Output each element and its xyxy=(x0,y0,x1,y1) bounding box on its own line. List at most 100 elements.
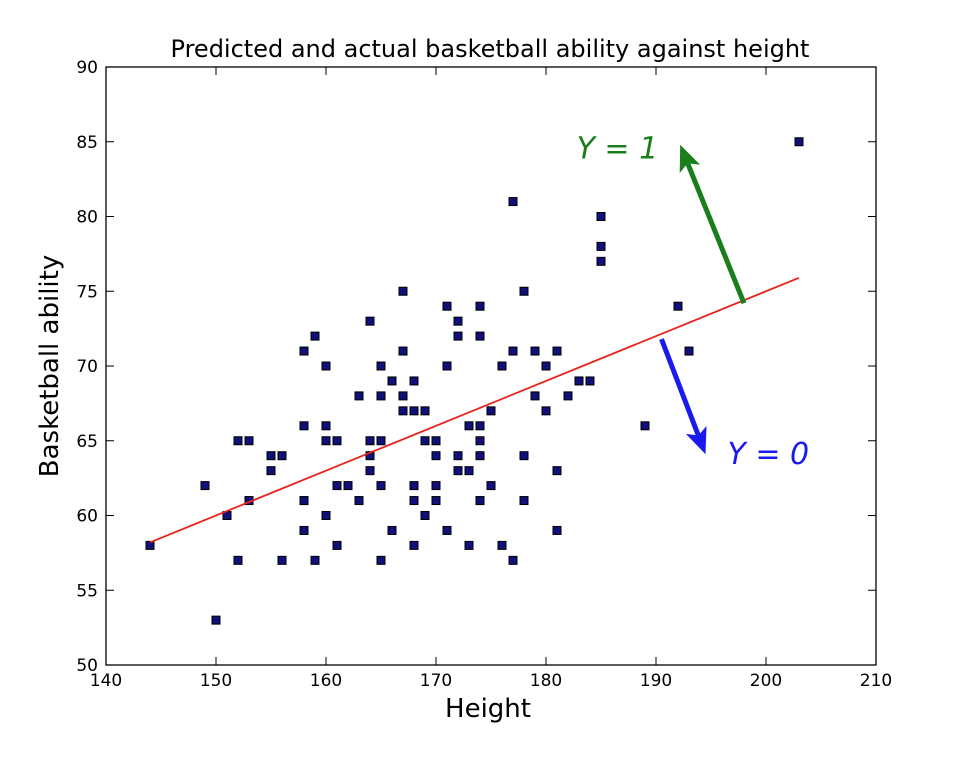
data-point xyxy=(508,555,518,565)
axis-ticks: 140 150 160 170 180 190 200 210 50 55 60 65 70 75 80 85… xyxy=(76,58,892,691)
data-point xyxy=(420,406,430,416)
x-tick-label: 160 xyxy=(310,671,342,691)
y-tick-label: 75 xyxy=(76,282,98,302)
y-tick-label: 65 xyxy=(76,432,98,452)
data-point xyxy=(321,511,331,520)
data-point xyxy=(387,525,397,535)
data-point xyxy=(398,406,408,416)
data-point xyxy=(486,406,496,416)
data-point xyxy=(244,436,254,446)
annotation-arrow-head xyxy=(679,144,701,173)
data-point xyxy=(530,391,540,401)
data-point xyxy=(299,346,309,356)
data-point xyxy=(365,466,375,476)
data-point xyxy=(398,346,408,356)
chart-title: Predicted and actual basketball ability … xyxy=(171,35,810,63)
data-point xyxy=(277,451,287,461)
data-point xyxy=(266,466,276,476)
data-point xyxy=(475,496,485,506)
data-point xyxy=(145,540,155,550)
data-point xyxy=(530,346,540,356)
data-point xyxy=(211,615,221,625)
data-point xyxy=(508,197,518,207)
data-point xyxy=(486,481,496,491)
data-point xyxy=(431,436,441,446)
data-point xyxy=(475,421,485,431)
data-point xyxy=(552,466,562,476)
data-point xyxy=(420,436,430,446)
annotation-arrow-shaft xyxy=(680,149,747,305)
data-point xyxy=(453,316,463,326)
data-point xyxy=(431,451,441,461)
data-point xyxy=(376,555,386,565)
data-point xyxy=(541,361,551,371)
data-point xyxy=(409,540,419,550)
data-point xyxy=(464,466,474,476)
data-point xyxy=(420,511,430,520)
y-tick-label: 50 xyxy=(76,656,98,676)
data-point xyxy=(453,451,463,461)
data-point xyxy=(464,540,474,550)
annotation-label: Y = 1 xyxy=(577,132,659,167)
data-point xyxy=(519,451,529,461)
data-point xyxy=(431,496,441,506)
data-point xyxy=(398,391,408,401)
data-point xyxy=(508,346,518,356)
data-point xyxy=(794,137,804,147)
data-point xyxy=(574,376,584,386)
data-point xyxy=(200,481,210,491)
data-point xyxy=(519,496,529,506)
data-point xyxy=(475,301,485,311)
data-point xyxy=(376,361,386,371)
data-point xyxy=(277,555,287,565)
annotations: Y = 1 Y = 0 xyxy=(577,132,810,472)
y-tick-label: 85 xyxy=(76,133,98,153)
data-point xyxy=(596,212,606,221)
data-point xyxy=(497,540,507,550)
data-point xyxy=(365,436,375,446)
y-tick-label: 60 xyxy=(76,507,98,527)
fit-line-group xyxy=(149,276,800,544)
data-point xyxy=(541,406,551,416)
data-point xyxy=(464,421,474,431)
data-point xyxy=(310,331,320,341)
data-point xyxy=(684,346,694,356)
data-point xyxy=(497,361,507,371)
data-point xyxy=(376,481,386,491)
data-point xyxy=(398,286,408,296)
data-point xyxy=(409,406,419,416)
data-point xyxy=(409,481,419,491)
data-point xyxy=(321,361,331,371)
fit-line xyxy=(149,276,800,544)
x-tick-label: 200 xyxy=(750,671,782,691)
y-tick-label: 70 xyxy=(76,357,98,377)
data-point xyxy=(376,391,386,401)
x-tick-label: 210 xyxy=(860,671,892,691)
x-tick-label: 140 xyxy=(90,671,122,691)
x-tick-label: 150 xyxy=(200,671,232,691)
data-point xyxy=(475,331,485,341)
data-points xyxy=(145,137,804,625)
data-point xyxy=(552,346,562,356)
data-point xyxy=(332,540,342,550)
data-point xyxy=(442,525,452,535)
data-point xyxy=(596,256,606,266)
data-point xyxy=(365,451,375,461)
y-tick-label: 90 xyxy=(76,58,98,78)
data-point xyxy=(453,331,463,341)
data-point xyxy=(475,436,485,446)
data-point xyxy=(321,436,331,446)
data-point xyxy=(299,496,309,506)
data-point xyxy=(585,376,595,386)
data-point xyxy=(332,436,342,446)
data-point xyxy=(354,391,364,401)
data-point xyxy=(475,451,485,461)
annotation-arrow-shaft xyxy=(659,338,706,450)
data-point xyxy=(299,421,309,431)
data-point xyxy=(365,316,375,326)
data-point xyxy=(321,421,331,431)
plot-area xyxy=(105,66,877,666)
data-point xyxy=(673,301,683,311)
